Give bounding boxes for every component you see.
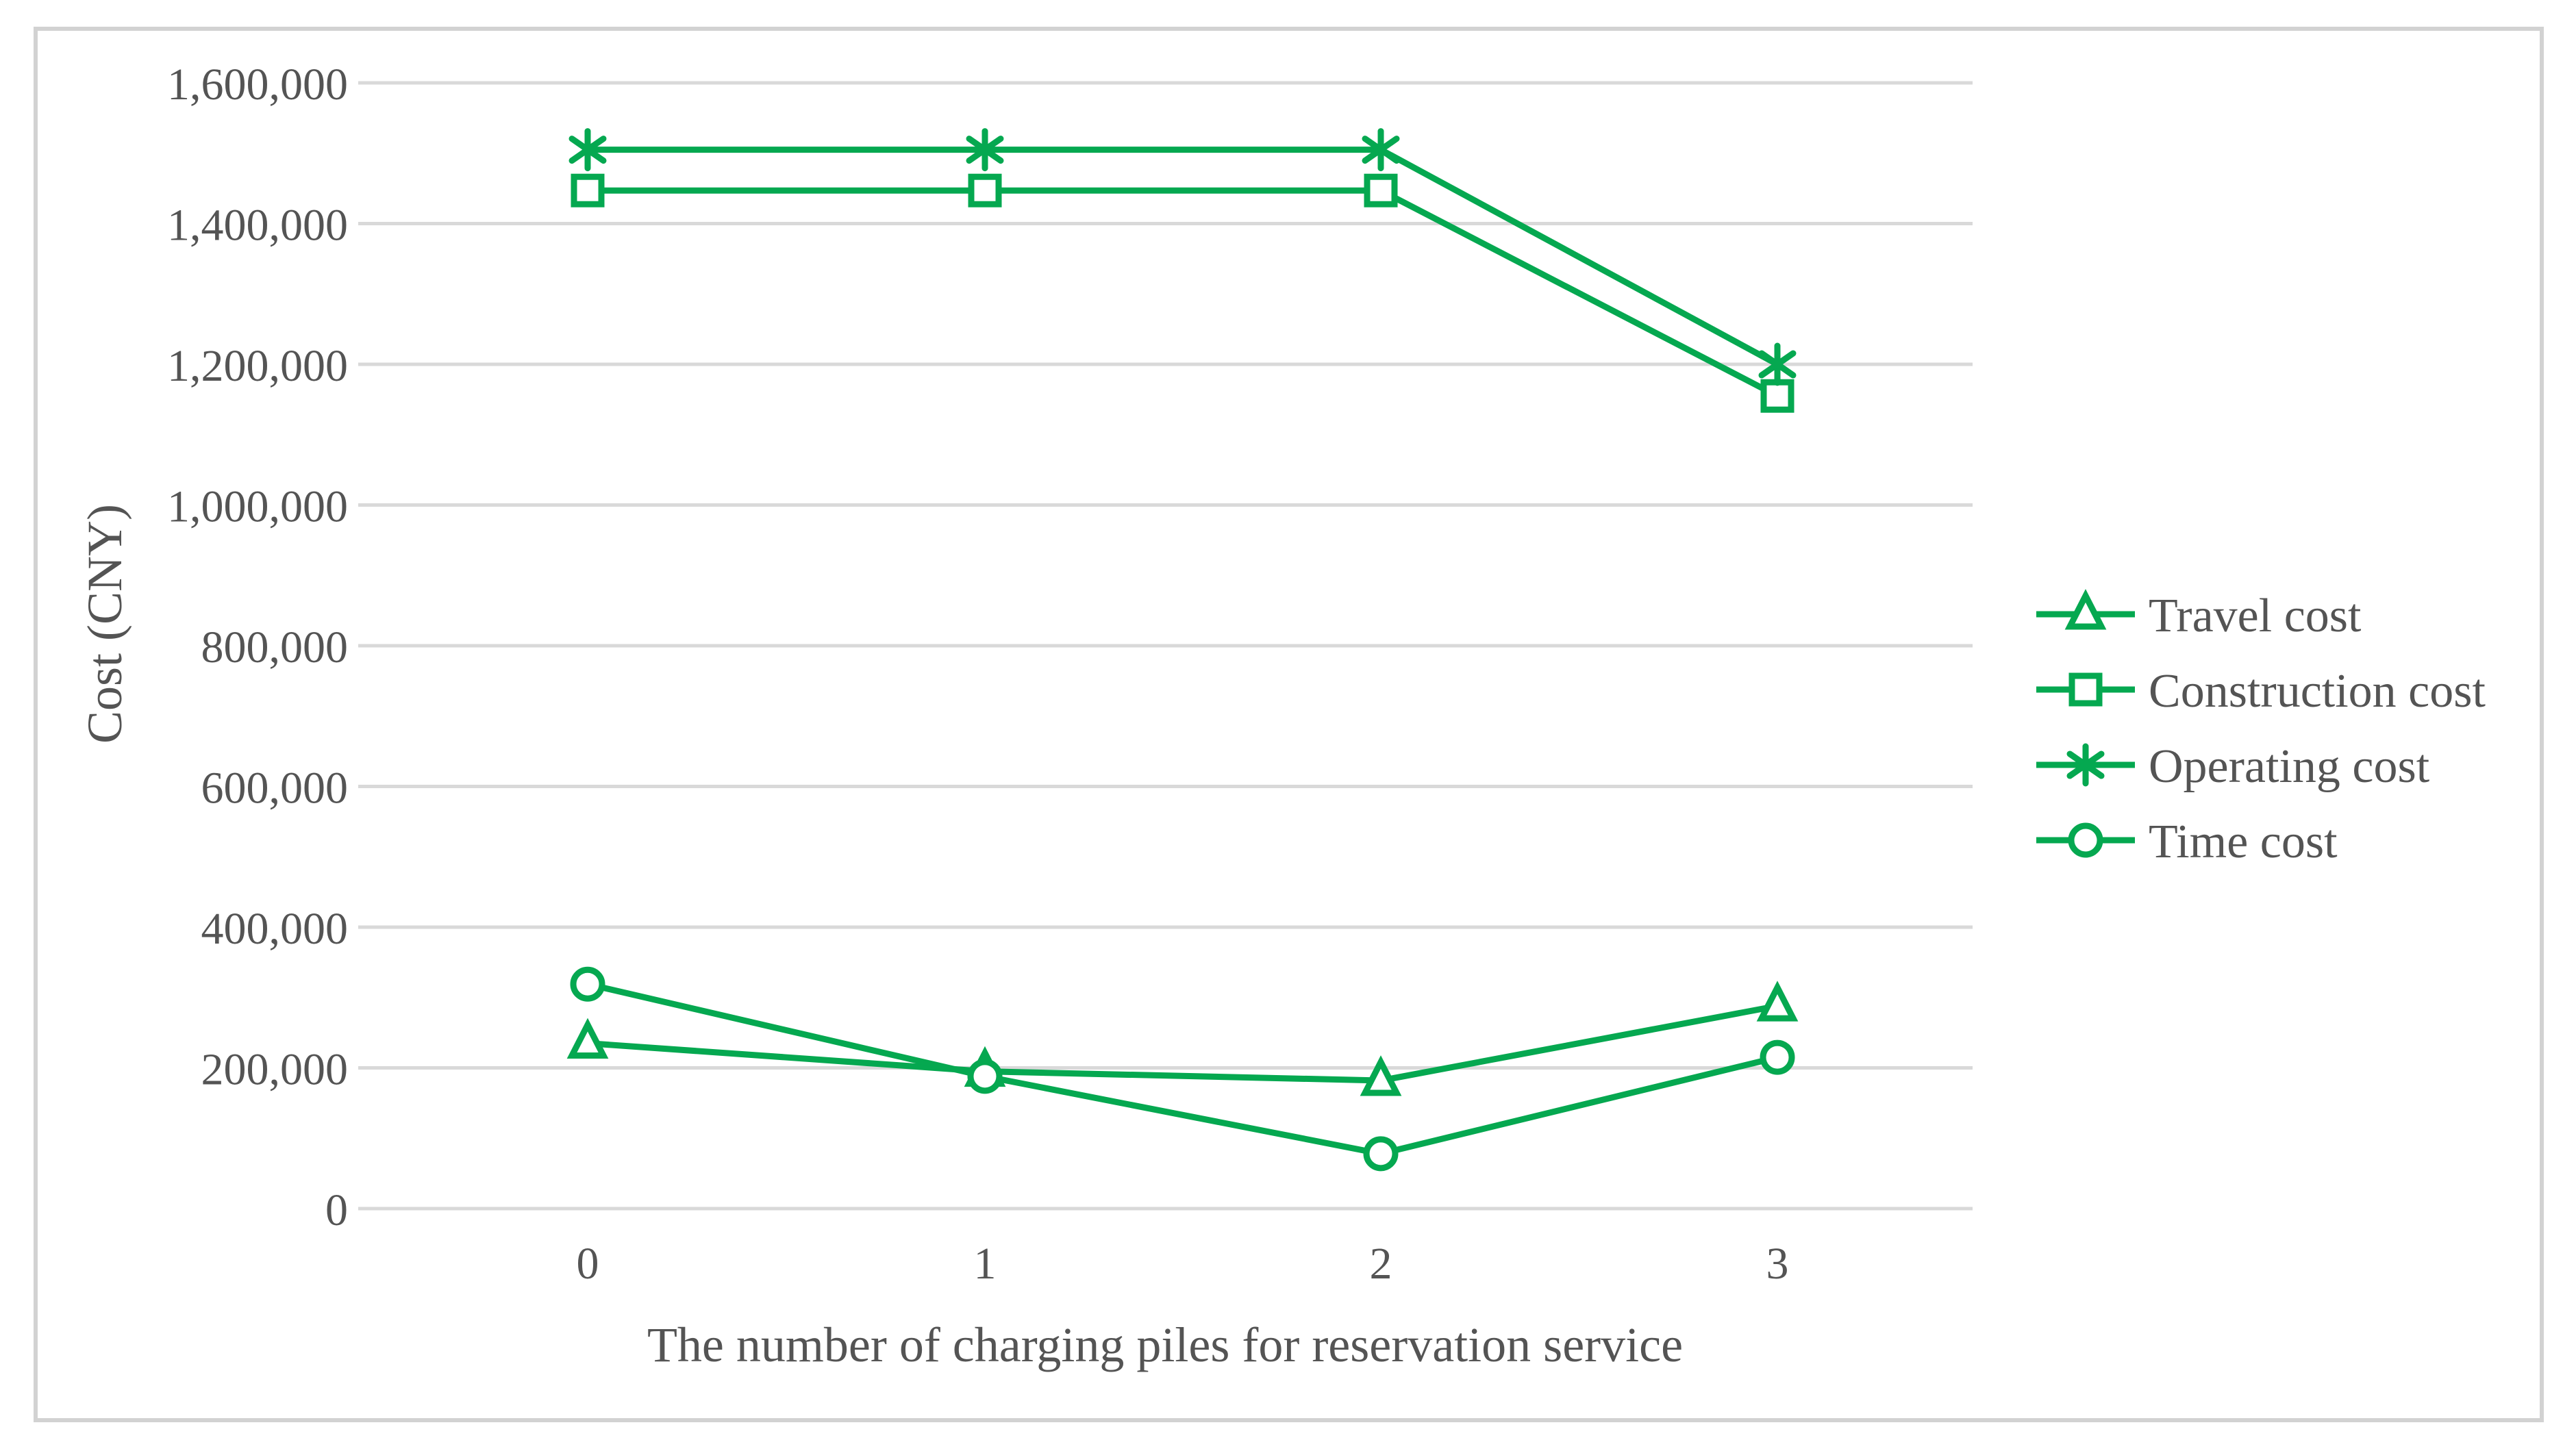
x-tick-label: 1 [974,1239,997,1289]
y-tick-label: 200,000 [201,1045,349,1095]
time-cost-marker [570,966,605,1002]
data-series [566,128,1799,1172]
series-operating-cost [568,128,1797,386]
x-tick-label: 3 [1766,1239,1789,1289]
time-cost-marker [967,1059,1003,1094]
y-tick-label: 1,400,000 [167,201,348,251]
legend-label: Operating cost [2149,740,2430,793]
operating-cost-line [588,147,1779,367]
time-cost-marker [1760,1039,1795,1075]
y-tick-label: 400,000 [201,904,349,954]
legend-label: Travel cost [2149,590,2362,642]
time-cost-marker [1363,1136,1399,1172]
legend-triangle-marker [2064,589,2107,630]
y-tick-label: 800,000 [201,622,349,672]
travel-cost-marker [1360,1055,1402,1096]
legend-item-operating-cost: Operating cost [2036,740,2430,793]
legend-label: Time cost [2149,816,2338,868]
operating-cost-marker [1758,342,1797,386]
series-construction-cost [571,173,1795,413]
x-tick-label: 2 [1370,1239,1392,1289]
legend-circle-marker [2068,822,2103,858]
time-cost-line [586,981,1779,1157]
x-tick-label: 0 [577,1239,599,1289]
x-axis-tick-labels: 0 1 2 3 [577,1239,1789,1289]
y-tick-label: 600,000 [201,764,349,813]
travel-cost-marker [566,1018,609,1059]
operating-cost-marker [966,128,1004,172]
y-tick-label: 1,200,000 [167,341,348,391]
y-axis-title: Cost (CNY) [77,504,132,744]
y-tick-label: 1,000,000 [167,482,348,532]
legend-label: Construction cost [2149,665,2486,718]
y-tick-label: 0 [325,1185,348,1235]
gridlines [358,81,1973,1211]
construction-cost-line [588,187,1779,399]
x-axis-title: The number of charging piles for reserva… [647,1317,1683,1372]
series-time-cost [570,966,1795,1172]
legend-item-travel-cost: Travel cost [2036,589,2362,642]
travel-cost-line [587,1002,1778,1084]
travel-cost-marker [1756,981,1799,1022]
y-tick-label: 1,600,000 [167,60,348,110]
legend-item-time-cost: Time cost [2036,816,2338,868]
operating-cost-marker [1362,128,1400,172]
legend-item-construction-cost: Construction cost [2036,665,2486,718]
construction-cost-marker [1760,379,1795,413]
construction-cost-marker [968,173,1002,207]
figure-border [34,27,2544,1422]
construction-cost-marker [571,173,605,207]
construction-cost-marker [1364,173,1398,207]
legend-asterisk-marker [2066,743,2105,787]
y-axis-tick-labels: 0 200,000 400,000 600,000 800,000 1,000,000 1,… [167,60,348,1235]
chart-legend: Travel cost Construction cost Operating co… [2036,589,2486,868]
legend-square-marker [2068,672,2103,707]
operating-cost-marker [568,128,607,172]
